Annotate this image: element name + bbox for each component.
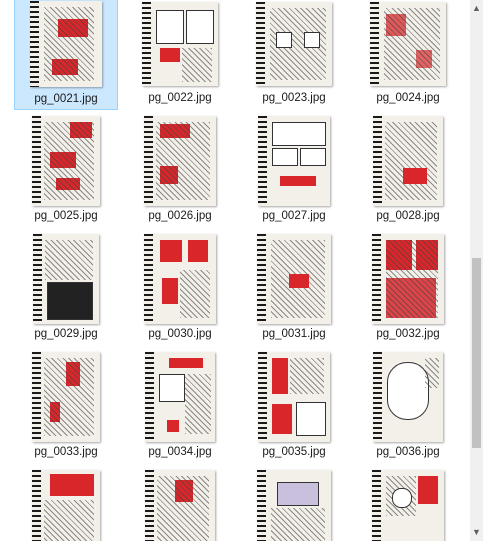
image-thumbnail — [370, 2, 446, 86]
file-item[interactable]: pg_0026.jpg — [128, 114, 232, 228]
image-thumbnail — [258, 116, 330, 206]
vertical-scrollbar[interactable]: ▲ ▼ — [470, 0, 483, 541]
image-thumbnail — [258, 352, 330, 442]
image-thumbnail — [257, 234, 331, 324]
file-name: pg_0031.jpg — [262, 328, 326, 340]
file-item[interactable]: pg_0030.jpg — [128, 232, 232, 346]
chevron-up-icon[interactable]: ▲ — [472, 3, 481, 13]
image-thumbnail — [372, 470, 444, 541]
image-thumbnail — [32, 116, 100, 206]
file-item[interactable]: pg_0023.jpg — [242, 0, 346, 110]
file-item[interactable]: pg_0036.jpg — [356, 350, 460, 464]
file-name: pg_0030.jpg — [148, 328, 212, 340]
file-item[interactable] — [242, 468, 346, 541]
file-name: pg_0033.jpg — [34, 446, 98, 458]
file-item[interactable]: pg_0035.jpg — [242, 350, 346, 464]
file-item[interactable]: pg_0024.jpg — [356, 0, 460, 110]
file-name: pg_0028.jpg — [376, 210, 440, 222]
image-thumbnail — [373, 116, 443, 206]
file-name: pg_0023.jpg — [262, 92, 326, 104]
image-thumbnail — [372, 234, 444, 324]
file-name: pg_0024.jpg — [376, 92, 440, 104]
image-thumbnail — [142, 2, 218, 86]
file-name: pg_0026.jpg — [148, 210, 212, 222]
image-thumbnail — [256, 2, 332, 86]
file-item[interactable]: pg_0021.jpg — [14, 0, 118, 110]
chevron-down-icon[interactable]: ▼ — [472, 527, 481, 537]
file-item[interactable]: pg_0031.jpg — [242, 232, 346, 346]
file-item[interactable]: pg_0033.jpg — [14, 350, 118, 464]
image-thumbnail — [144, 116, 216, 206]
file-item[interactable]: pg_0028.jpg — [356, 114, 460, 228]
file-item[interactable]: pg_0032.jpg — [356, 232, 460, 346]
file-item[interactable]: pg_0029.jpg — [14, 232, 118, 346]
file-icon-view[interactable]: pg_0021.jpg pg_0022.jpg pg_0023.jpg pg_0… — [0, 0, 470, 541]
file-name: pg_0022.jpg — [148, 92, 212, 104]
file-item[interactable]: pg_0027.jpg — [242, 114, 346, 228]
file-name: pg_0034.jpg — [148, 446, 212, 458]
file-name: pg_0032.jpg — [376, 328, 440, 340]
image-thumbnail — [144, 234, 216, 324]
file-name: pg_0029.jpg — [34, 328, 98, 340]
image-thumbnail — [33, 234, 99, 324]
file-item[interactable]: pg_0025.jpg — [14, 114, 118, 228]
file-item[interactable] — [128, 468, 232, 541]
file-item[interactable] — [14, 468, 118, 541]
file-item[interactable]: pg_0034.jpg — [128, 350, 232, 464]
image-thumbnail — [257, 470, 331, 541]
image-thumbnail — [32, 352, 100, 442]
image-thumbnail — [373, 352, 443, 442]
image-thumbnail — [32, 470, 100, 541]
file-item[interactable]: pg_0022.jpg — [128, 0, 232, 110]
file-name: pg_0021.jpg — [34, 93, 98, 105]
file-name: pg_0035.jpg — [262, 446, 326, 458]
file-name: pg_0025.jpg — [34, 210, 98, 222]
file-name: pg_0027.jpg — [262, 210, 326, 222]
image-thumbnail — [145, 352, 215, 442]
file-name: pg_0036.jpg — [376, 446, 440, 458]
file-item[interactable] — [356, 468, 460, 541]
scrollbar-thumb[interactable] — [472, 258, 481, 448]
image-thumbnail — [30, 1, 102, 87]
image-thumbnail — [145, 470, 215, 541]
